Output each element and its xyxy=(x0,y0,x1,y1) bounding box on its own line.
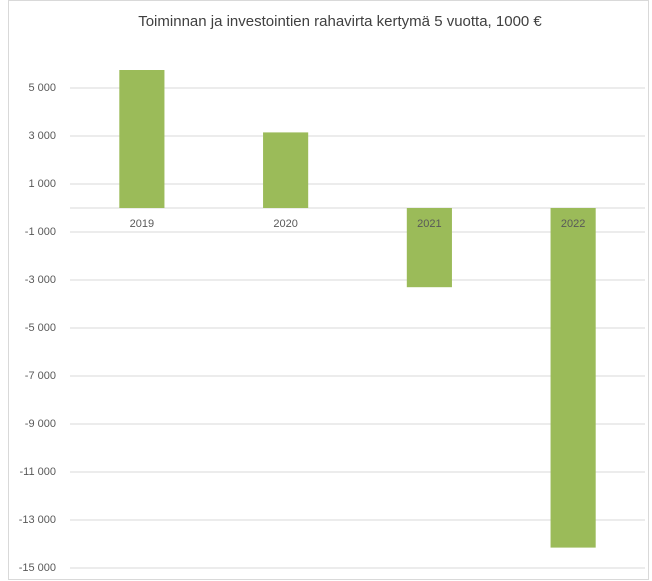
y-tick-label: -9 000 xyxy=(25,418,56,430)
y-tick-label: -11 000 xyxy=(20,466,57,478)
y-tick-label: -5 000 xyxy=(25,322,56,334)
y-tick-label: -15 000 xyxy=(19,562,56,574)
y-tick-label: -13 000 xyxy=(19,514,56,526)
bar xyxy=(263,132,309,208)
x-tick-label: 2020 xyxy=(273,218,297,230)
y-tick-label: 5 000 xyxy=(28,82,56,94)
x-tick-label: 2022 xyxy=(561,218,585,230)
x-tick-label: 2019 xyxy=(130,218,154,230)
chart-title: Toiminnan ja investointien rahavirta ker… xyxy=(138,13,542,30)
x-tick-label: 2021 xyxy=(417,218,441,230)
chart-border xyxy=(8,0,649,580)
y-tick-label: -3 000 xyxy=(25,274,56,286)
y-tick-label: -7 000 xyxy=(25,370,56,382)
bar xyxy=(550,208,596,548)
bar xyxy=(406,208,452,288)
y-tick-label: 1 000 xyxy=(28,178,56,190)
y-tick-label: -1 000 xyxy=(25,226,56,238)
y-tick-label: 3 000 xyxy=(28,130,56,142)
bar xyxy=(119,70,165,208)
